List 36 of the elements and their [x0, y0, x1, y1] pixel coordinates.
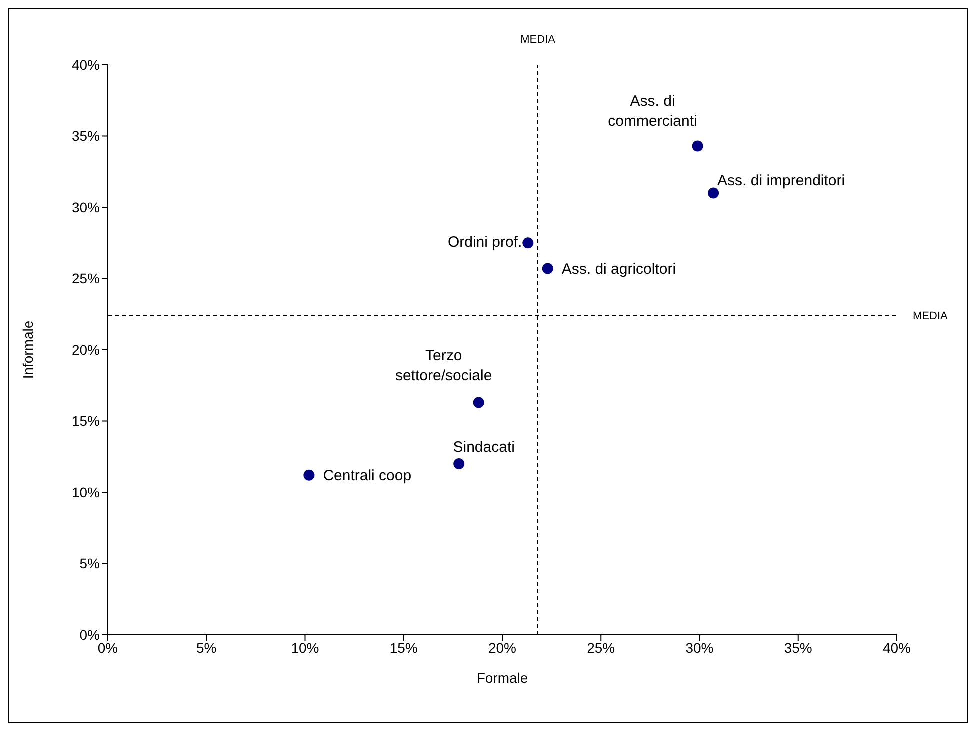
annotation: Sindacati — [453, 439, 515, 456]
y-tick-label: 20% — [72, 342, 100, 358]
x-tick-label: 15% — [390, 640, 418, 656]
annotation: Ordini prof. — [448, 234, 522, 252]
point — [304, 470, 315, 481]
x-tick-label: 0% — [98, 640, 118, 656]
y-tick-label: 30% — [72, 199, 100, 216]
y-tick-label: 40% — [72, 56, 100, 73]
annotation: Terzo settore/sociale — [395, 348, 492, 385]
annotation: Ass. di commercianti — [608, 93, 698, 130]
point — [542, 263, 554, 274]
ref-line-label: MEDIA — [520, 34, 556, 46]
point — [522, 238, 534, 249]
x-tick-label: 10% — [291, 640, 320, 656]
y-axis-title: Informale — [20, 320, 36, 380]
y-tick-label: 35% — [72, 128, 100, 144]
point — [473, 397, 484, 408]
y-tick-label: 25% — [72, 270, 100, 287]
x-tick-label: 40% — [882, 640, 912, 656]
point — [454, 458, 465, 470]
y-tick-label: 10% — [72, 484, 100, 500]
x-tick-label: 30% — [686, 640, 714, 656]
y-tick-label: 5% — [80, 556, 100, 572]
x-tick-label: 20% — [488, 640, 517, 656]
x-axis-title: Formale — [476, 670, 528, 686]
y-tick-label: 0% — [80, 626, 100, 643]
ref-line-label: MEDIA — [913, 310, 948, 323]
point — [708, 188, 720, 199]
annotation: Ass. di imprenditori — [718, 172, 846, 190]
annotation: Centrali coop — [323, 467, 412, 484]
point — [692, 140, 704, 152]
x-tick-label: 35% — [784, 640, 812, 656]
x-tick-label: 25% — [587, 640, 616, 656]
x-tick-label: 5% — [196, 640, 217, 656]
y-tick-label: 15% — [72, 413, 100, 430]
annotation: Ass. di agricoltori — [562, 260, 676, 278]
